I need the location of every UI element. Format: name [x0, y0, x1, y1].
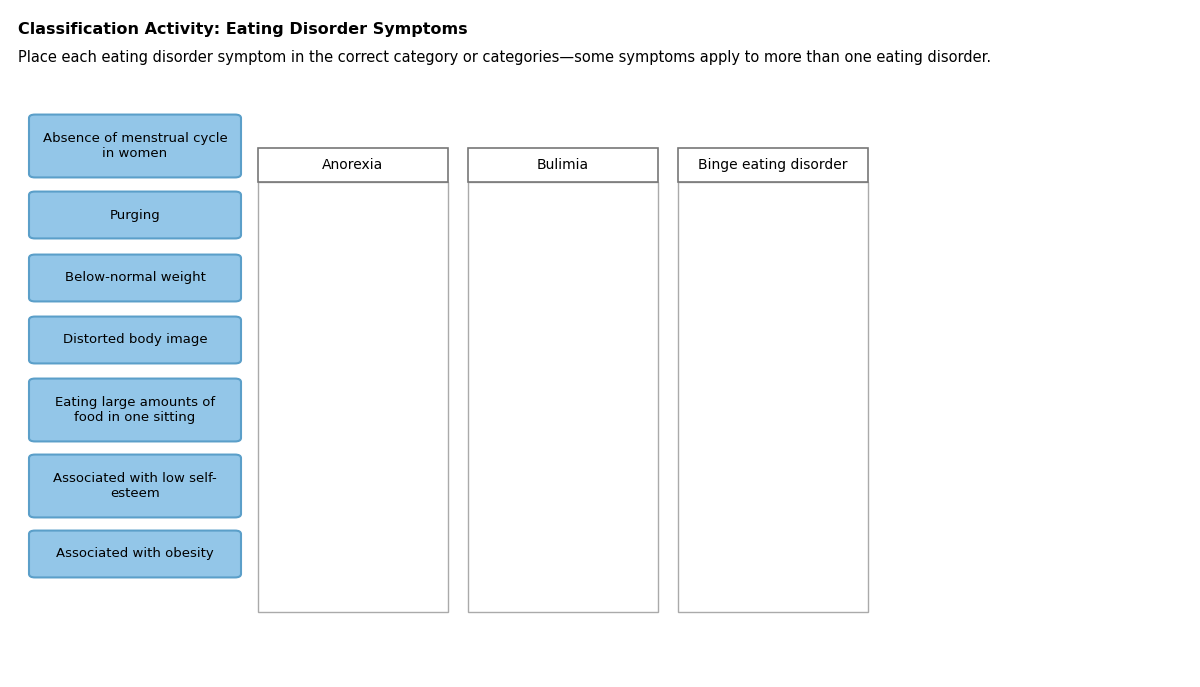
FancyBboxPatch shape: [29, 455, 241, 517]
Bar: [37, 461, 238, 517]
Text: Anorexia: Anorexia: [323, 158, 384, 172]
Bar: [37, 385, 238, 441]
Text: Associated with obesity: Associated with obesity: [56, 548, 214, 561]
Text: Below-normal weight: Below-normal weight: [65, 271, 205, 284]
Bar: [37, 537, 238, 577]
Bar: [468, 148, 658, 182]
Text: Absence of menstrual cycle
in women: Absence of menstrual cycle in women: [43, 132, 227, 160]
Text: Place each eating disorder symptom in the correct category or categories—some sy: Place each eating disorder symptom in th…: [18, 50, 991, 65]
Text: Distorted body image: Distorted body image: [62, 333, 208, 346]
FancyBboxPatch shape: [29, 255, 241, 302]
Bar: [37, 261, 238, 301]
Bar: [678, 182, 868, 612]
Text: Binge eating disorder: Binge eating disorder: [698, 158, 847, 172]
Bar: [37, 198, 238, 238]
FancyBboxPatch shape: [29, 379, 241, 442]
FancyBboxPatch shape: [29, 530, 241, 578]
Bar: [468, 182, 658, 612]
FancyBboxPatch shape: [29, 192, 241, 238]
Bar: [37, 121, 238, 177]
Text: Classification Activity: Eating Disorder Symptoms: Classification Activity: Eating Disorder…: [18, 22, 468, 37]
Text: Eating large amounts of
food in one sitting: Eating large amounts of food in one sitt…: [55, 396, 215, 424]
FancyBboxPatch shape: [29, 317, 241, 363]
Text: Bulimia: Bulimia: [536, 158, 589, 172]
Text: Purging: Purging: [109, 208, 161, 221]
Bar: [258, 148, 448, 182]
Bar: [258, 182, 448, 612]
FancyBboxPatch shape: [29, 115, 241, 177]
Bar: [678, 148, 868, 182]
Bar: [37, 323, 238, 363]
Text: Associated with low self-
esteem: Associated with low self- esteem: [53, 472, 217, 500]
